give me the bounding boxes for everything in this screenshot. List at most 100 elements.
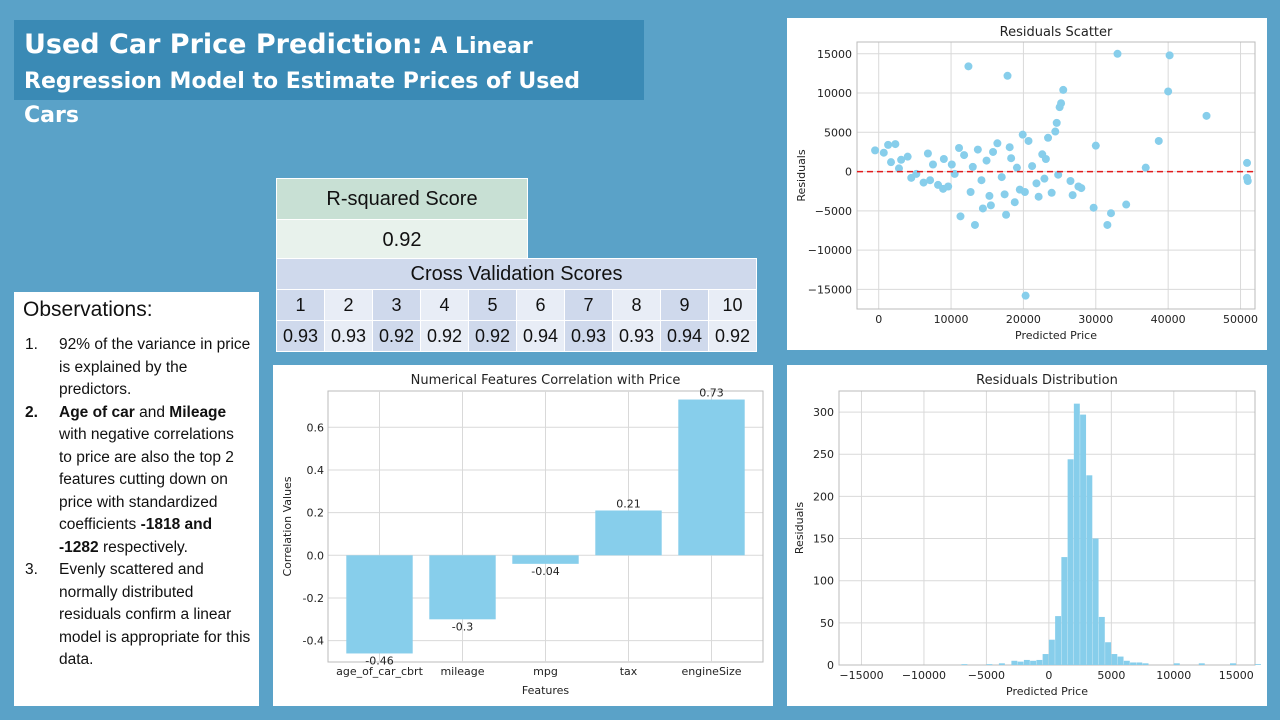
bar [346,555,413,654]
residuals-scatter-panel: Residuals Scatter −15000 −10000 −5000 0 5000 1… [787,18,1267,350]
x-tick-label: 10000 [934,313,969,326]
observation-text: with negative correlations to price are … [59,426,234,533]
scatter-point [1089,203,1098,212]
title-sub-a: A Linear [422,34,533,59]
x-tick-label: age_of_car_cbrt [336,665,423,678]
scatter-point [1052,118,1061,127]
scatter-point [919,178,928,187]
x-tick-label: 0 [1045,669,1052,682]
x-tick-label: 5000 [1097,669,1125,682]
scatter-point [1243,176,1252,185]
scatter-point [1103,220,1112,229]
x-tick-label: −5000 [968,669,1005,682]
cv-score: 0.93 [276,320,325,352]
observations-heading: Observations: [23,298,153,321]
data-label: -0.04 [531,565,559,578]
scatter-point [1054,170,1063,179]
scatter-point [879,148,888,157]
cv-fold: 3 [372,289,421,321]
x-tick-label: engineSize [681,665,741,678]
cv-fold: 10 [708,289,757,321]
histogram-bar [961,664,968,665]
scatter-point [1154,136,1163,145]
histogram-bar [1023,659,1030,665]
x-axis-label: Predicted Price [1015,329,1097,342]
observations-panel: Observations: 1. 92% of the variance in … [14,292,259,706]
scatter-point [903,152,912,161]
scatter-point [997,173,1006,182]
cv-header: Cross Validation Scores [276,258,757,290]
histogram-bar [1011,660,1018,665]
chart-title: Numerical Features Correlation with Pric… [411,373,681,388]
bar [595,510,662,556]
scatter-point [1018,130,1027,139]
scatter-point [1091,141,1100,150]
residuals-scatter-chart: Residuals Scatter −15000 −10000 −5000 0 5000 1… [795,25,1258,342]
y-tick-label: −10000 [808,244,852,257]
y-tick-label: 250 [813,448,834,461]
scatter-point [1057,99,1066,108]
cv-score: 0.94 [660,320,709,352]
observation-bold: -1818 and -1282 [59,516,213,556]
cv-score: 0.92 [468,320,517,352]
observation-item: 1. 92% of the variance in price is expla… [23,334,251,402]
cv-score: 0.93 [564,320,613,352]
cv-score: 0.93 [324,320,373,352]
y-axis-label: Residuals [795,149,808,201]
y-axis-label: Residuals [793,502,806,554]
y-tick-label: -0.2 [303,592,324,605]
scatter-point [985,191,994,200]
data-label: 0.73 [699,387,724,400]
histogram-bar [1136,662,1143,665]
scatter-point [1059,85,1068,94]
y-tick-label: 150 [813,533,834,546]
scatter-point [897,155,906,164]
scatter-point [986,201,995,210]
scatter-point [1068,191,1077,200]
scatter-point [1113,49,1122,58]
y-tick-label: 0.0 [307,549,325,562]
scatter-point [1012,163,1021,172]
histogram-bar [1080,414,1087,665]
scatter-point [955,144,964,153]
observations-list: 1. 92% of the variance in price is expla… [23,334,251,672]
observation-bold: Age of car [59,403,135,421]
scatter-point [1164,87,1173,96]
cv-score: 0.92 [420,320,469,352]
x-axis-label: Features [522,684,570,697]
scatter-point [871,146,880,155]
histogram-bar [1123,660,1130,665]
x-tick-label: mpg [533,665,558,678]
observation-item: 2. Age of car and Mileage with negative … [23,402,251,560]
y-tick-label: 100 [813,575,834,588]
scatter-point [1010,198,1019,207]
scatter-point [884,140,893,149]
scatter-point [1028,162,1037,171]
y-tick-label: 0 [827,659,834,672]
title-sub-b: Regression Model to Estimate Prices of U… [24,69,580,128]
scatter-point [1002,210,1011,219]
residuals-histogram-chart: Residuals Distribution 0 50 100 150 200 250 300… [793,373,1261,698]
histogram-bar [1230,663,1236,665]
x-tick-label: 40000 [1151,313,1186,326]
histogram-bar [1092,538,1099,665]
scatter-point [923,149,932,158]
r-squared-header: R-squared Score [276,178,528,220]
residuals-distribution-panel: Residuals Distribution 0 50 100 150 200 250 300… [787,365,1267,706]
bar [429,555,496,620]
histogram-bar [1173,663,1180,665]
histogram-bar [1055,616,1062,665]
cv-fold: 2 [324,289,373,321]
scatter-point [968,162,977,171]
y-tick-label: 50 [820,617,834,630]
scatter-point [960,151,969,160]
chart-title: Residuals Distribution [976,373,1118,388]
scatter-point [1044,133,1053,142]
scatter-point [1032,179,1041,188]
cv-fold: 1 [276,289,325,321]
histogram-bar [1073,403,1080,665]
histogram-bar [1111,654,1118,665]
data-label: -0.3 [452,620,473,633]
title-main: Used Car Price Prediction: [24,29,423,60]
scatter-point [1005,143,1014,152]
